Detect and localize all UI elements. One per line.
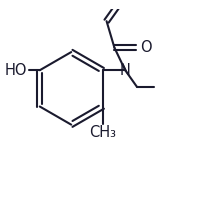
Text: N: N	[120, 63, 131, 78]
Text: CH₃: CH₃	[89, 125, 116, 140]
Text: HO: HO	[5, 63, 27, 78]
Text: O: O	[140, 40, 152, 55]
